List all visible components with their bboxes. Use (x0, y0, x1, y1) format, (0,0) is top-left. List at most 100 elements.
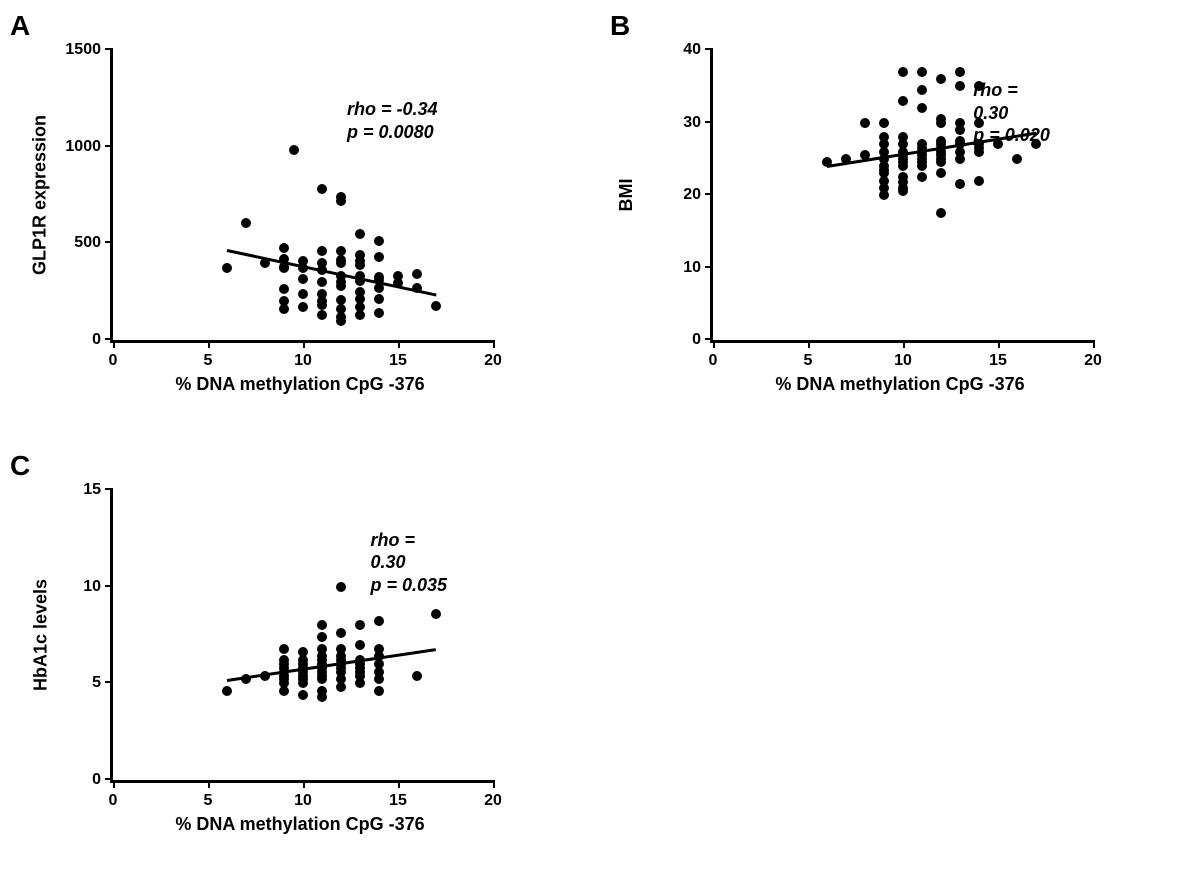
data-point (317, 632, 327, 642)
xtick (713, 340, 715, 348)
data-point (298, 289, 308, 299)
data-point (355, 620, 365, 630)
xtick-label: 0 (109, 352, 118, 370)
data-point (336, 316, 346, 326)
ytick-label: 40 (683, 41, 701, 59)
xtick (808, 340, 810, 348)
xtick-label: 10 (294, 352, 312, 370)
data-point (317, 184, 327, 194)
panel-c-plot: rho = 0.30 p = 0.035 05101520051015 (110, 490, 493, 783)
data-point (374, 252, 384, 262)
data-point (374, 294, 384, 304)
data-point (898, 96, 908, 106)
ytick (105, 48, 113, 50)
data-point (412, 671, 422, 681)
data-point (241, 218, 251, 228)
data-point (955, 125, 965, 135)
xtick-label: 15 (389, 792, 407, 810)
xtick-label: 15 (989, 352, 1007, 370)
ytick-label: 0 (92, 331, 101, 349)
panel-a-label: A (10, 10, 30, 42)
data-point (879, 118, 889, 128)
ytick (705, 338, 713, 340)
data-point (317, 300, 327, 310)
data-point (374, 308, 384, 318)
data-point (279, 243, 289, 253)
ytick (105, 338, 113, 340)
panel-c-annotation: rho = 0.30 p = 0.035 (370, 529, 452, 597)
data-point (860, 118, 870, 128)
data-point (355, 640, 365, 650)
panel-a-rho: rho = -0.34 (347, 99, 438, 119)
data-point (936, 168, 946, 178)
data-point (374, 236, 384, 246)
xtick (208, 340, 210, 348)
panel-c-rho: rho = 0.30 (370, 530, 415, 573)
data-point (955, 67, 965, 77)
xtick (113, 780, 115, 788)
panel-c-xlabel: % DNA methylation CpG -376 (175, 814, 424, 835)
data-point (974, 81, 984, 91)
data-point (279, 284, 289, 294)
data-point (936, 208, 946, 218)
ytick (105, 778, 113, 780)
xtick (398, 780, 400, 788)
ytick-label: 20 (683, 186, 701, 204)
xtick (998, 340, 1000, 348)
data-point (1031, 139, 1041, 149)
ytick-label: 0 (92, 771, 101, 789)
data-point (355, 678, 365, 688)
xtick-label: 5 (204, 792, 213, 810)
xtick-label: 0 (109, 792, 118, 810)
ytick (705, 193, 713, 195)
data-point (974, 176, 984, 186)
data-point (412, 269, 422, 279)
xtick-label: 5 (204, 352, 213, 370)
xtick (1093, 340, 1095, 348)
panel-b-label: B (610, 10, 630, 42)
ytick-label: 1500 (65, 41, 101, 59)
data-point (355, 310, 365, 320)
panel-a-ylabel: GLP1R expression (30, 115, 51, 275)
data-point (289, 145, 299, 155)
data-point (317, 246, 327, 256)
xtick-label: 20 (1084, 352, 1102, 370)
panel-a: A rho = -0.34 p = 0.0080 051015200500100… (0, 0, 600, 440)
data-point (355, 229, 365, 239)
ytick (105, 488, 113, 490)
data-point (298, 274, 308, 284)
xtick-label: 10 (294, 792, 312, 810)
data-point (336, 196, 346, 206)
xtick-label: 15 (389, 352, 407, 370)
xtick (303, 780, 305, 788)
ytick (705, 266, 713, 268)
data-point (336, 582, 346, 592)
xtick (493, 780, 495, 788)
panel-b-xlabel: % DNA methylation CpG -376 (775, 374, 1024, 395)
panel-a-xlabel: % DNA methylation CpG -376 (175, 374, 424, 395)
data-point (917, 85, 927, 95)
data-point (936, 157, 946, 167)
ytick-label: 15 (83, 481, 101, 499)
data-point (317, 692, 327, 702)
data-point (279, 644, 289, 654)
xtick (493, 340, 495, 348)
xtick (303, 340, 305, 348)
data-point (917, 67, 927, 77)
ytick-label: 10 (683, 259, 701, 277)
data-point (936, 74, 946, 84)
data-point (336, 258, 346, 268)
figure-root: A rho = -0.34 p = 0.0080 051015200500100… (0, 0, 1200, 885)
data-point (917, 172, 927, 182)
ytick (705, 48, 713, 50)
data-point (917, 103, 927, 113)
panel-c-ylabel: HbA1c levels (31, 579, 52, 691)
data-point (317, 674, 327, 684)
regression-line (227, 249, 437, 296)
ytick-label: 1000 (65, 138, 101, 156)
regression-line (827, 131, 1036, 167)
data-point (955, 81, 965, 91)
xtick-label: 20 (484, 352, 502, 370)
data-point (336, 628, 346, 638)
panel-b-plot: rho = 0.30 p = 0.020 05101520010203040 (710, 50, 1093, 343)
